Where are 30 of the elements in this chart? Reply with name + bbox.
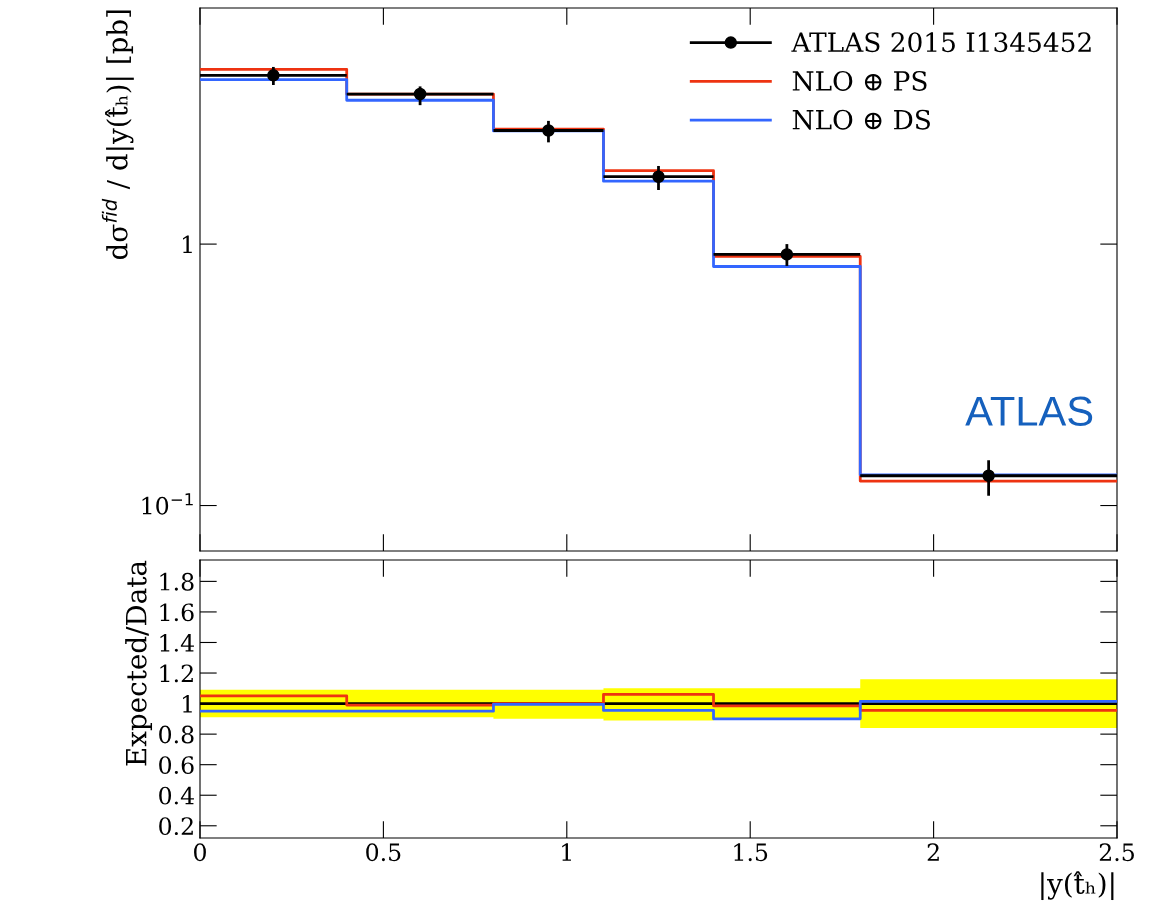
legend-label: NLO ⊕ DS xyxy=(792,109,930,130)
point xyxy=(652,170,665,183)
legend-label: NLO ⊕ PS xyxy=(792,70,927,91)
x-tick-label: 2 xyxy=(927,843,939,861)
x-tick-label: 1.5 xyxy=(734,843,768,862)
point xyxy=(413,87,427,101)
point xyxy=(982,469,995,482)
point xyxy=(780,248,794,261)
y-tick-label: 10$^{−1}$ xyxy=(142,493,193,515)
y-axis-title: dσ$^{fid}$ / d|y(t̂ₕ)| [pb] xyxy=(101,10,134,260)
y-tick-label: 1.6 xyxy=(160,603,194,622)
y-tick-label: 1 xyxy=(183,235,192,254)
y-tick-label: 1.8 xyxy=(160,572,194,591)
y-tick-label: 0.6 xyxy=(159,756,194,774)
legend-label: ATLAS 2015 I1345452 xyxy=(791,32,1091,53)
x-tick-label: 1 xyxy=(562,843,571,861)
y-tick-label: 0.2 xyxy=(159,817,193,836)
y-tick-label: 1.2 xyxy=(160,664,193,683)
y-tick-label: 0.8 xyxy=(159,725,194,744)
y-axis-title: Expected/Data xyxy=(125,560,153,766)
point xyxy=(542,124,555,137)
point xyxy=(267,69,280,82)
x-tick-label: 0.5 xyxy=(366,843,401,862)
x-axis-title: |y(t̂ₕ)| xyxy=(1041,871,1114,901)
annotation: ATLAS xyxy=(965,396,1093,427)
y-tick-label: 1.4 xyxy=(160,633,194,652)
y-tick-label: 0.4 xyxy=(159,786,194,805)
x-tick-label: 0 xyxy=(194,843,206,862)
y-tick-label: 1 xyxy=(183,695,192,713)
x-tick-label: 2.5 xyxy=(1099,843,1134,862)
